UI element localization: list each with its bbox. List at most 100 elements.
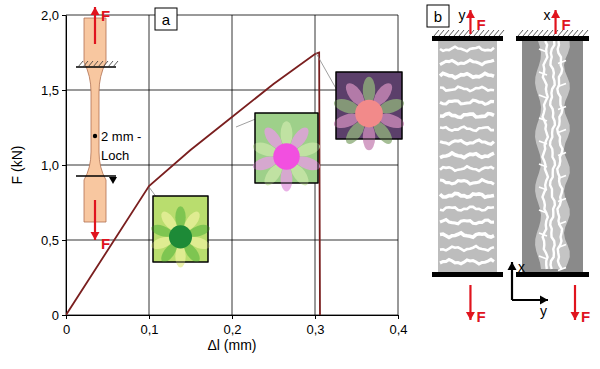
direction-label: x [544,7,551,23]
image-petal [175,246,185,268]
x-tick: 0,2 [223,315,241,337]
force-arrow [571,285,580,320]
image-frame [153,196,208,262]
x-tick-mark [398,315,399,319]
arrow-head [91,232,100,240]
stripe-branch [558,268,566,271]
axis-letter: y [540,303,547,319]
x-tick-mark [149,315,150,319]
strain-image [332,72,406,150]
y-tick: 2,0 [41,8,66,23]
y-tick-label: 0 [52,308,59,323]
stripe [440,73,494,77]
clamp-line [76,66,116,68]
y-tick-label: 2,0 [41,8,59,23]
force-arrow [551,10,560,34]
hatch-line [113,61,118,67]
y-tick-label: 0,5 [41,233,59,248]
y-tick-mark [62,165,66,166]
image-frame [255,113,318,183]
hatch-line [518,30,523,36]
axis-letter: x [518,259,525,275]
stripe [440,259,494,264]
y-tick: 1,0 [41,158,66,173]
panel-b: byFFxFFxy [427,5,590,325]
x-axis-title: Δl (mm) [208,337,257,353]
stripe-branch [539,164,547,167]
force-arrow [91,7,100,44]
panel-label-box [155,8,177,30]
stripe-branch [558,176,566,179]
panel-label: a [162,11,171,28]
strain-image [150,196,211,268]
grid-line-y [66,165,398,166]
y-tick-mark [62,315,66,316]
hatch-line [108,61,113,67]
hatch-line [439,30,444,36]
hatch-line [454,30,459,36]
image-petal [281,166,293,191]
specimen-body [522,41,583,272]
clamp-bar [432,36,503,41]
clamp-bar [516,36,589,41]
hatch-line [548,30,553,36]
stripe [440,140,494,144]
force-label: F [476,308,485,325]
x-tick: 0,1 [140,315,158,337]
clamp-marker [109,177,117,184]
hatch-line [88,61,93,67]
hatch-line [464,30,469,36]
stripe [440,47,494,52]
hatch-line [583,30,588,36]
panel-label: b [434,8,442,25]
clamp-line [76,175,116,177]
hatch-line [78,61,83,67]
y-axis-title: F (kN) [9,146,25,185]
stripe-branch [558,130,566,133]
arrow-head [466,312,475,320]
leader-line [316,53,338,92]
stripe-branch [539,72,547,75]
stripe [550,41,555,269]
force-arrow [91,200,100,240]
force-label: F [476,16,485,33]
clamp-bar [516,272,589,277]
hole-dot [93,134,97,138]
hatch-line [449,30,454,36]
stripe-branch [558,199,566,202]
x-tick-mark [232,315,233,319]
hatch-line [533,30,538,36]
stripe-branch [558,222,566,225]
x-tick-label: 0,3 [306,322,324,337]
hatch-line [434,30,439,36]
stripe [440,207,494,211]
arrow-head [466,10,475,18]
hatch-line [523,30,528,36]
x-tick: 0 [63,315,70,337]
force-label: F [101,235,110,252]
stripe-branch [539,49,547,52]
stripe-branch [558,107,566,110]
stripe [440,166,494,171]
stripe-branch [558,61,566,64]
specimen [84,18,106,222]
clamp-hatch [78,61,118,67]
y-tick: 1,5 [41,83,66,98]
stripe-branch [539,118,547,121]
hatch-line [528,30,533,36]
x-tick-label: 0,2 [223,322,241,337]
stripe-branch [558,153,566,156]
hatch-line [573,30,578,36]
stripe-branch [539,95,547,98]
strain-image [251,113,321,191]
stripe [440,233,494,238]
hole-label: Loch [101,148,129,163]
stress-specimen: xFF [516,7,590,325]
force-label: F [562,16,571,33]
arrow-head [91,7,100,15]
specimen-body [438,41,497,272]
y-axis: 0 0,5 1,0 1,5 2,0 [41,8,67,323]
stripe-branch [539,141,547,144]
x-tick-mark [66,315,67,319]
force-label: F [101,7,110,24]
